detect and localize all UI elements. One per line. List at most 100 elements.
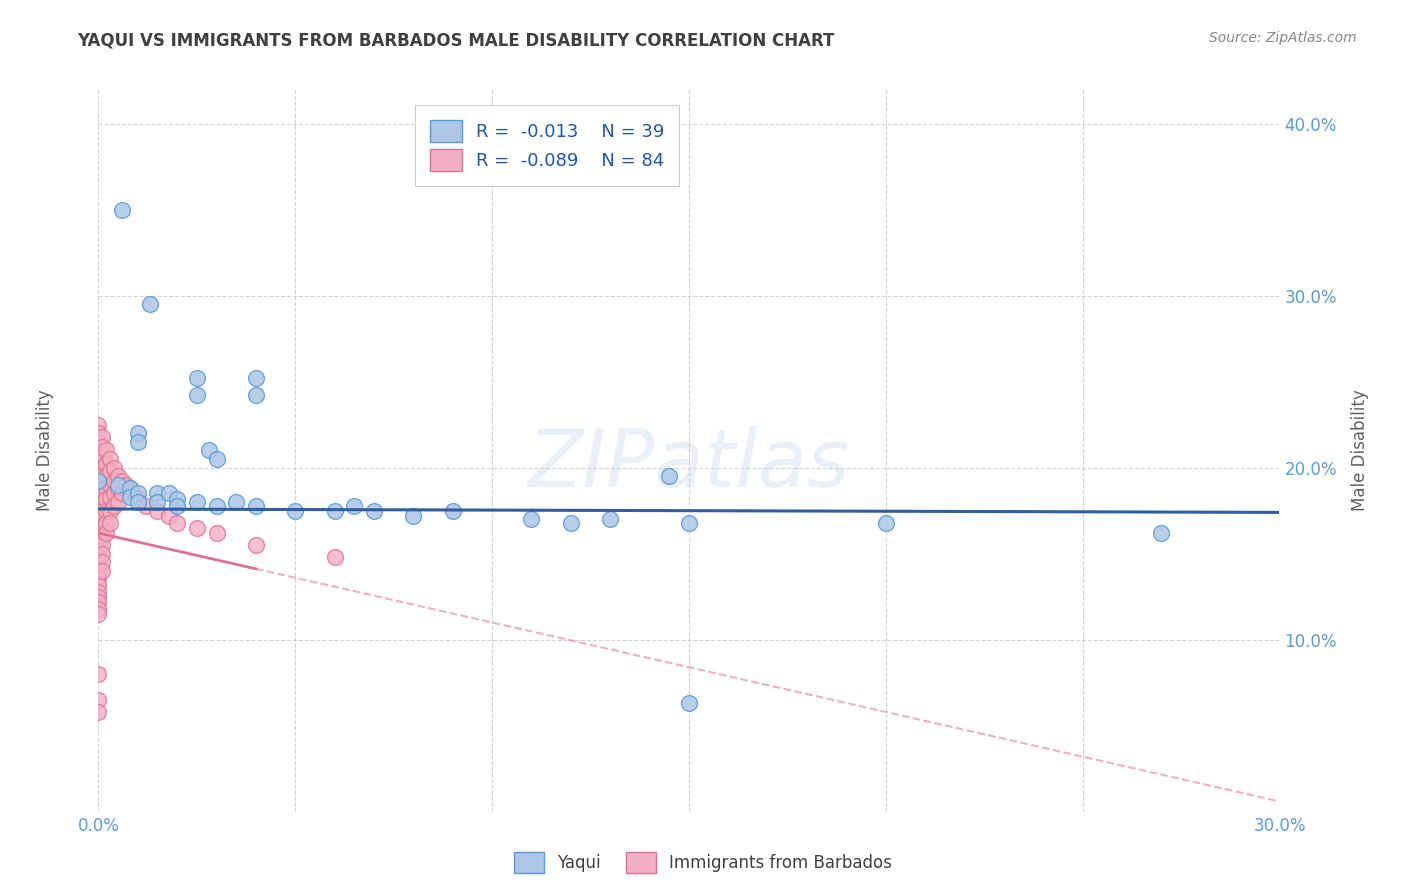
Point: [87, 516, 110, 530]
Point: [96, 516, 118, 530]
Point: [205, 499, 228, 513]
Point: [103, 499, 125, 513]
Legend: R =  -0.013    N = 39, R =  -0.089    N = 84: R = -0.013 N = 39, R = -0.089 N = 84: [415, 105, 679, 186]
Point: [87, 486, 110, 500]
Point: [87, 475, 110, 489]
Point: [127, 426, 149, 441]
Point: [186, 388, 208, 402]
Point: [245, 499, 267, 513]
Point: [245, 371, 267, 385]
Point: [87, 443, 110, 458]
Point: [87, 469, 110, 483]
Point: [599, 512, 621, 526]
Point: [875, 516, 897, 530]
Point: [87, 460, 110, 475]
Point: [87, 434, 110, 449]
Point: [118, 481, 141, 495]
Y-axis label: Male Disability: Male Disability: [1351, 390, 1368, 511]
Text: YAQUI VS IMMIGRANTS FROM BARBADOS MALE DISABILITY CORRELATION CHART: YAQUI VS IMMIGRANTS FROM BARBADOS MALE D…: [77, 31, 835, 49]
Point: [205, 452, 228, 467]
Point: [146, 486, 169, 500]
Point: [96, 443, 118, 458]
Point: [441, 503, 464, 517]
Point: [91, 529, 114, 543]
Point: [96, 481, 118, 495]
Point: [87, 503, 110, 517]
Point: [87, 508, 110, 523]
Point: [87, 417, 110, 432]
Point: [186, 495, 208, 509]
Point: [157, 508, 180, 523]
Point: [91, 503, 114, 517]
Point: [138, 297, 160, 311]
Point: [91, 495, 114, 509]
Point: [91, 440, 114, 454]
Point: [87, 590, 110, 604]
Point: [146, 503, 169, 517]
Point: [91, 486, 114, 500]
Point: [87, 526, 110, 541]
Point: [91, 538, 114, 552]
Point: [91, 450, 114, 465]
Point: [87, 577, 110, 591]
Point: [87, 550, 110, 565]
Point: [98, 478, 121, 492]
Point: [87, 667, 110, 681]
Point: [87, 491, 110, 506]
Point: [98, 452, 121, 467]
Point: [245, 538, 267, 552]
Point: [122, 486, 145, 500]
Point: [96, 469, 118, 483]
Point: [166, 499, 188, 513]
Point: [127, 486, 149, 500]
Point: [87, 543, 110, 558]
Point: [166, 516, 188, 530]
Point: [87, 567, 110, 582]
Point: [205, 526, 228, 541]
Point: [87, 538, 110, 552]
Point: [87, 452, 110, 467]
Point: [284, 503, 307, 517]
Point: [146, 495, 169, 509]
Point: [245, 388, 267, 402]
Point: [91, 547, 114, 561]
Point: [96, 457, 118, 471]
Point: [87, 426, 110, 441]
Point: [87, 533, 110, 547]
Text: Source: ZipAtlas.com: Source: ZipAtlas.com: [1209, 31, 1357, 45]
Point: [402, 508, 425, 523]
Point: [96, 526, 118, 541]
Point: [87, 607, 110, 621]
Point: [127, 434, 149, 449]
Point: [87, 499, 110, 513]
Point: [91, 469, 114, 483]
Point: [118, 490, 141, 504]
Point: [678, 696, 700, 710]
Point: [107, 495, 129, 509]
Point: [87, 555, 110, 569]
Point: [225, 495, 247, 509]
Point: [127, 495, 149, 509]
Point: [111, 475, 134, 489]
Point: [98, 503, 121, 517]
Point: [91, 478, 114, 492]
Point: [157, 486, 180, 500]
Legend: Yaqui, Immigrants from Barbados: Yaqui, Immigrants from Barbados: [508, 846, 898, 880]
Point: [186, 521, 208, 535]
Point: [87, 464, 110, 478]
Point: [107, 481, 129, 495]
Point: [103, 475, 125, 489]
Point: [87, 693, 110, 707]
Point: [91, 555, 114, 569]
Point: [560, 516, 582, 530]
Point: [98, 490, 121, 504]
Point: [87, 573, 110, 587]
Point: [91, 460, 114, 475]
Point: [98, 464, 121, 478]
Point: [323, 550, 346, 565]
Point: [96, 491, 118, 506]
Point: [363, 503, 385, 517]
Point: [135, 499, 157, 513]
Point: [103, 460, 125, 475]
Point: [87, 595, 110, 609]
